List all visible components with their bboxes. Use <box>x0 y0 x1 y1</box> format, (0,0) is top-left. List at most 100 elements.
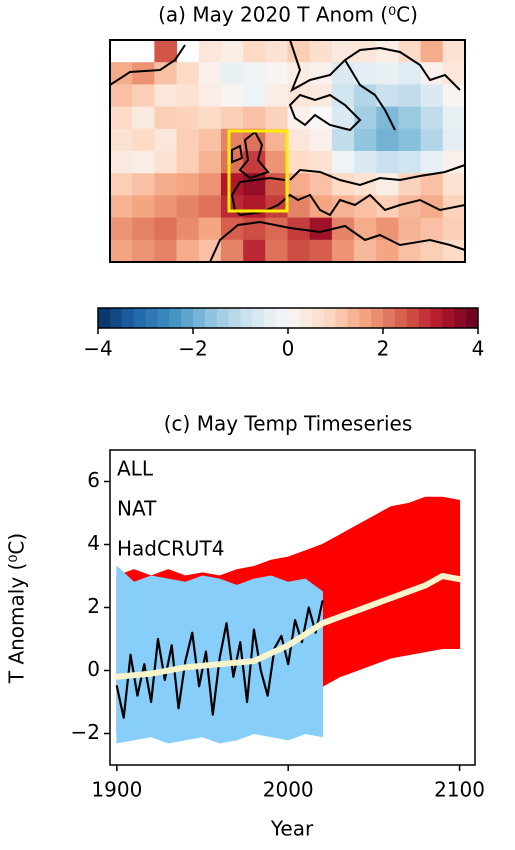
map-cell <box>265 239 288 263</box>
map-cell <box>154 62 178 85</box>
map-cell <box>154 84 178 108</box>
map-cell <box>287 40 311 63</box>
map-cell <box>376 151 399 174</box>
colorbar-step <box>347 308 360 328</box>
colorbar-step <box>145 308 158 328</box>
map-cell <box>132 239 155 263</box>
map-cell <box>331 62 355 85</box>
y-tick-label: −2 <box>71 720 100 744</box>
map-cell <box>198 173 222 196</box>
coast <box>289 39 461 93</box>
map-cell <box>354 173 377 196</box>
colorbar-step <box>264 308 277 328</box>
colorbar-step <box>193 308 206 328</box>
map-cell <box>420 239 444 263</box>
colorbar-step <box>454 308 467 328</box>
map-cell <box>309 217 333 241</box>
map-cell <box>309 239 333 263</box>
map-cell <box>309 40 333 63</box>
map-cell <box>376 217 399 241</box>
map-cell <box>220 106 244 130</box>
map-cell <box>309 84 333 108</box>
colorbar-step <box>383 308 396 328</box>
map-cell <box>331 239 355 263</box>
map-cell <box>420 106 444 130</box>
map-cell <box>354 128 377 152</box>
colorbar-tick-label: −4 <box>83 337 112 361</box>
map-cell <box>331 106 355 130</box>
colorbar-step <box>371 308 384 328</box>
observed-line <box>115 600 324 719</box>
map-cell <box>331 151 355 174</box>
map-cell <box>420 217 444 241</box>
map-cell <box>265 62 288 85</box>
map-cell <box>376 128 399 152</box>
colorbar-step <box>335 308 348 328</box>
map-cell <box>176 239 200 263</box>
map-cell <box>442 62 466 85</box>
colorbar-step <box>228 308 241 328</box>
coast <box>344 59 396 131</box>
colorbar-step <box>98 308 111 328</box>
map-cell <box>176 195 200 219</box>
x-tick-label: 2000 <box>263 778 314 802</box>
map-cell <box>420 40 444 63</box>
colorbar-step <box>418 308 431 328</box>
coast <box>231 144 244 164</box>
colorbar-step <box>181 308 194 328</box>
colorbar-step <box>299 308 313 328</box>
map-cell <box>154 195 178 219</box>
map-cell <box>132 195 155 219</box>
y-axis-label: T Anomaly (⁰C) <box>5 533 29 684</box>
map-cell <box>287 151 311 174</box>
map-cell <box>287 195 311 219</box>
map-cell <box>398 217 422 241</box>
map-cell <box>265 173 288 196</box>
map-cell <box>398 62 422 85</box>
colorbar: −4 −2 0 2 4 <box>83 307 484 361</box>
map-cell <box>354 84 377 108</box>
map-cell <box>354 40 377 63</box>
map-cell <box>265 151 288 174</box>
map-cell <box>398 195 422 219</box>
map-cell <box>287 173 311 196</box>
map-cell <box>376 106 399 130</box>
region-box <box>227 129 289 213</box>
coast <box>230 176 466 217</box>
map-cell <box>154 151 178 174</box>
map-cell <box>354 106 377 130</box>
colorbar-step <box>121 308 135 328</box>
map-cell <box>110 84 133 108</box>
map-cell <box>243 106 266 130</box>
colorbar-step <box>169 308 182 328</box>
map-cell <box>376 239 399 263</box>
map-cell <box>110 62 133 85</box>
colorbar-step <box>442 308 455 328</box>
map-cell <box>442 40 466 63</box>
colorbar-step <box>288 308 301 328</box>
map-cell <box>154 40 178 63</box>
map-cell <box>198 217 222 241</box>
map-cell <box>287 128 311 152</box>
map-cell <box>376 84 399 108</box>
map-cell <box>442 84 466 108</box>
map-cell <box>220 84 244 108</box>
map-cell <box>331 84 355 108</box>
map-cell <box>398 151 422 174</box>
map-cell <box>132 84 155 108</box>
map-cell <box>154 239 178 263</box>
map-cell <box>442 151 466 174</box>
map-cell <box>220 62 244 85</box>
map-cell <box>198 106 222 130</box>
map-cell <box>354 217 377 241</box>
map-cell <box>220 173 244 196</box>
map-cell <box>198 40 222 63</box>
map-cell <box>110 195 133 219</box>
map-cell <box>309 62 333 85</box>
map-cell <box>110 173 133 196</box>
map-cell <box>376 195 399 219</box>
colorbar-tick-label: 0 <box>282 337 295 361</box>
map-cell <box>331 40 355 63</box>
map-cell <box>354 239 377 263</box>
x-tick-label: 2100 <box>434 778 485 802</box>
